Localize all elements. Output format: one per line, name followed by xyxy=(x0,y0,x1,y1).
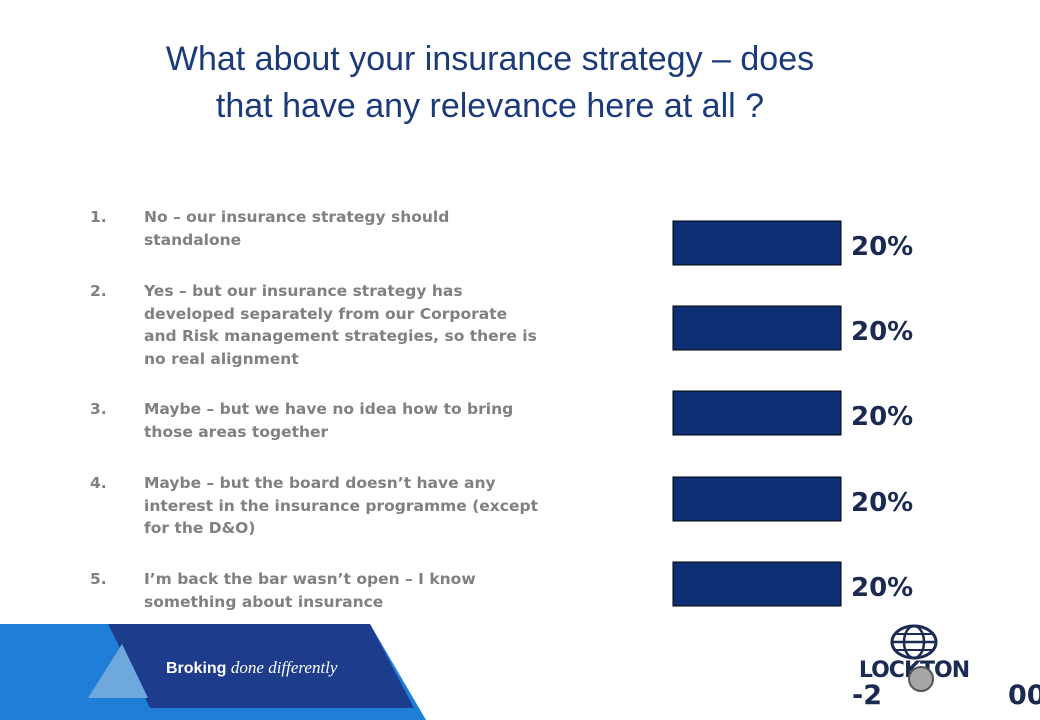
option-number: 4. xyxy=(90,474,107,492)
footer-triangle xyxy=(88,644,148,698)
slide-title-line-2: that have any relevance here at all ? xyxy=(215,87,765,125)
bar-5 xyxy=(672,561,842,607)
option-text: No – our insurance strategy should stand… xyxy=(144,208,450,249)
option-number: 2. xyxy=(90,282,107,300)
bar-1 xyxy=(672,220,842,266)
option-text: Maybe – but the board doesn’t have any i… xyxy=(144,474,538,537)
option-number: 3. xyxy=(90,400,107,418)
bar-3 xyxy=(672,390,842,436)
results-bar-chart: 20% 20% 20% 20% 20% xyxy=(672,220,913,607)
option-text: Maybe – but we have no idea how to bring… xyxy=(144,400,514,441)
page-number-left: -2 xyxy=(852,680,882,711)
tagline: Broking done differently xyxy=(166,658,337,678)
bar-4 xyxy=(672,476,842,522)
option-text: I’m back the bar wasn’t open – I know so… xyxy=(144,570,476,611)
globe-icon xyxy=(890,624,938,660)
option-text: Yes – but our insurance strategy has dev… xyxy=(144,282,537,368)
slide-title: What about your insurance strategy – doe… xyxy=(60,36,920,130)
bar-value-label-2: 20% xyxy=(851,317,913,347)
tagline-italic: done differently xyxy=(230,658,338,677)
option-number: 5. xyxy=(90,570,107,588)
tagline-bold: Broking xyxy=(166,660,227,677)
bar-2 xyxy=(672,305,842,351)
page-indicator-dot xyxy=(908,666,934,692)
slide-title-line-1: What about your insurance strategy – doe… xyxy=(165,40,815,78)
page-number-right: 00 xyxy=(1008,680,1040,711)
footer-dark-band xyxy=(108,624,414,708)
footer-banner xyxy=(0,624,426,720)
bar-value-label-4: 20% xyxy=(851,488,913,518)
bar-value-label-1: 20% xyxy=(851,232,913,262)
option-number: 1. xyxy=(90,208,107,226)
bar-value-label-5: 20% xyxy=(851,573,913,603)
bar-value-label-3: 20% xyxy=(851,402,913,432)
